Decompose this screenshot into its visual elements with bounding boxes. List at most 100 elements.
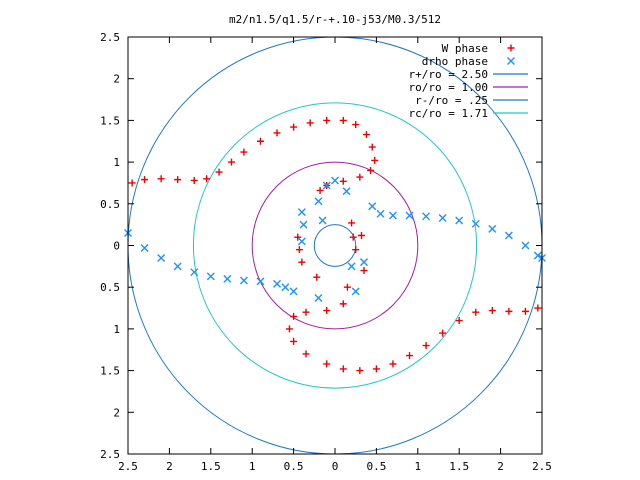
x-tick-label-7: 1 — [414, 460, 421, 473]
point-0-2 — [157, 175, 165, 183]
point-0-20 — [356, 173, 364, 181]
point-1-21 — [347, 262, 356, 271]
point-0-34 — [339, 300, 347, 308]
point-0-10 — [273, 129, 281, 137]
point-1-24 — [368, 202, 377, 211]
y-tick-label-3: 1 — [113, 156, 120, 169]
point-1-22 — [351, 287, 360, 296]
point-0-14 — [339, 116, 347, 124]
point-0-38 — [285, 325, 293, 333]
circle-1 — [251, 161, 419, 330]
point-0-46 — [406, 352, 414, 360]
point-0-25 — [295, 246, 303, 254]
point-0-33 — [343, 283, 351, 291]
point-0-39 — [290, 337, 298, 345]
x-tick-label-8: 1.5 — [449, 460, 469, 473]
point-0-19 — [367, 166, 375, 174]
point-0-24 — [294, 233, 302, 241]
legend-label-1: drho phase — [422, 55, 488, 68]
point-1-27 — [405, 211, 414, 220]
point-1-8 — [256, 277, 265, 286]
point-0-1 — [141, 176, 149, 184]
y-tick-label-0: 2.5 — [100, 31, 120, 44]
axis-ticks: 2.5 2 1.5 1 0.5 0 0.5 1 1.5 2 2.52.521.510.500.511… — [100, 31, 552, 473]
point-0-45 — [389, 360, 397, 368]
y-tick-label-1: 2 — [113, 73, 120, 86]
y-tick-label-2: 1.5 — [100, 114, 120, 127]
point-1-10 — [281, 283, 290, 292]
point-1-14 — [297, 237, 306, 246]
point-1-34 — [521, 241, 530, 250]
point-0-31 — [357, 231, 365, 239]
point-0-44 — [372, 365, 380, 373]
point-1-12 — [297, 208, 306, 217]
point-0-54 — [534, 304, 542, 312]
y-tick-label-8: 1.5 — [100, 365, 120, 378]
point-1-31 — [471, 219, 480, 228]
point-1-16 — [318, 216, 327, 225]
point-0-35 — [323, 307, 331, 315]
legend-swatch-0 — [507, 44, 515, 52]
point-0-53 — [521, 307, 529, 315]
point-0-0 — [128, 179, 136, 187]
point-0-8 — [240, 148, 248, 156]
legend-label-3: ro/ro = 1.00 — [409, 81, 488, 94]
point-0-43 — [356, 367, 364, 375]
point-1-23 — [359, 258, 368, 267]
x-tick-label-10: 2.5 — [532, 460, 552, 473]
point-0-48 — [439, 329, 447, 337]
point-0-37 — [290, 312, 298, 320]
point-1-6 — [223, 274, 232, 283]
point-0-6 — [215, 168, 223, 176]
legend-label-0: W phase — [442, 42, 488, 55]
point-1-30 — [455, 216, 464, 225]
point-0-5 — [203, 175, 211, 183]
x-tick-label-2: 1.5 — [201, 460, 221, 473]
point-1-26 — [388, 211, 397, 220]
point-0-51 — [488, 307, 496, 315]
point-0-21 — [339, 177, 347, 185]
point-1-7 — [239, 276, 248, 285]
legend-swatch-1 — [507, 57, 515, 65]
point-0-47 — [422, 342, 430, 350]
point-1-2 — [157, 254, 166, 263]
point-1-18 — [331, 176, 339, 185]
point-0-49 — [455, 317, 463, 325]
x-tick-label-6: 0.5 — [366, 460, 386, 473]
point-0-29 — [349, 233, 357, 241]
point-1-9 — [273, 279, 282, 288]
point-0-3 — [174, 176, 182, 184]
point-0-52 — [505, 307, 513, 315]
point-0-12 — [306, 119, 314, 127]
y-tick-label-7: 1 — [113, 323, 120, 336]
x-tick-label-1: 2 — [166, 460, 173, 473]
y-tick-label-5: 0 — [113, 240, 120, 253]
point-0-27 — [313, 273, 321, 281]
point-1-4 — [190, 268, 199, 277]
data-points — [124, 116, 546, 375]
point-0-7 — [228, 158, 235, 166]
point-1-19 — [342, 187, 351, 196]
point-1-15 — [314, 197, 323, 206]
chart-title: m2/n1.5/q1.5/r-+.10-j53/M0.3/512 — [229, 13, 441, 26]
point-0-41 — [323, 360, 331, 368]
x-tick-label-5: 0 — [332, 460, 339, 473]
legend-label-5: rc/ro = 1.71 — [409, 107, 488, 120]
x-tick-label-9: 2 — [497, 460, 504, 473]
point-0-42 — [339, 365, 347, 373]
point-0-13 — [323, 116, 331, 124]
point-1-29 — [438, 213, 447, 222]
point-0-15 — [352, 121, 360, 129]
point-0-50 — [472, 308, 480, 316]
point-1-35 — [533, 251, 542, 260]
point-1-32 — [488, 224, 497, 233]
y-tick-label-10: 2.5 — [100, 448, 120, 461]
point-0-16 — [362, 131, 370, 139]
point-1-3 — [173, 262, 182, 271]
legend-label-2: r+/ro = 2.50 — [409, 68, 488, 81]
point-0-9 — [256, 137, 264, 145]
point-0-28 — [348, 219, 356, 227]
y-tick-label-4: 0.5 — [100, 198, 120, 211]
point-1-5 — [206, 272, 215, 281]
